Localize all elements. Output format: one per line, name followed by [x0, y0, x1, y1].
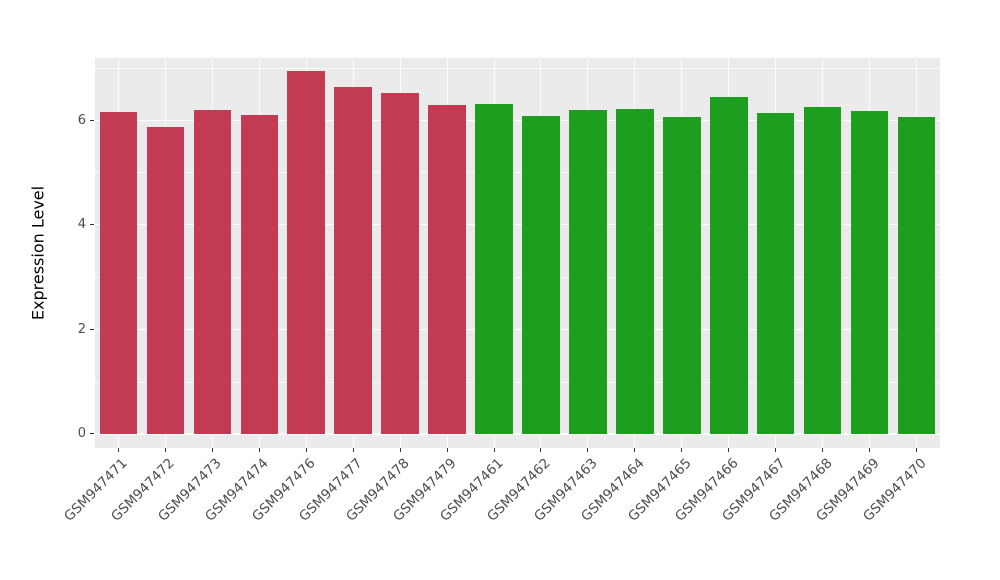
gridline-major: [95, 328, 940, 331]
x-tick-mark: [352, 448, 354, 452]
y-tick-label: 0: [77, 426, 86, 442]
bar-GSM947462: [522, 116, 560, 434]
y-tick-mark: [90, 433, 94, 435]
x-tick-mark: [399, 448, 401, 452]
bar-GSM947469: [850, 111, 889, 434]
x-tick-mark: [634, 448, 636, 452]
bar-GSM947468: [803, 107, 842, 434]
y-tick-label: 2: [77, 321, 86, 337]
x-tick-mark: [728, 448, 730, 452]
plot-panel: [95, 58, 940, 448]
gridline-minor: [95, 172, 940, 174]
gridline-minor: [95, 277, 940, 278]
x-tick-label: GSM947464: [578, 455, 648, 525]
x-tick-label: GSM947472: [108, 455, 179, 525]
x-tick-label: GSM947462: [484, 455, 554, 525]
gridline-major: [95, 119, 940, 121]
x-tick-mark: [775, 448, 777, 452]
x-tick-mark: [164, 448, 166, 452]
bar-GSM947466: [709, 97, 748, 434]
x-tick-label: GSM947468: [765, 455, 836, 525]
bar-GSM947474: [240, 114, 279, 434]
x-tick-label: GSM947476: [249, 455, 319, 525]
x-tick-mark: [446, 448, 448, 452]
bar-GSM947473: [193, 110, 232, 434]
x-tick-mark: [587, 448, 589, 452]
bar-GSM947477: [334, 87, 372, 434]
x-tick-label: GSM947478: [343, 455, 413, 525]
x-tick-label: GSM947473: [155, 455, 225, 525]
bar-GSM947463: [569, 110, 607, 434]
x-tick-mark: [117, 448, 119, 452]
x-tick-mark: [305, 448, 307, 452]
bar-GSM947470: [897, 116, 936, 434]
gridline-major: [95, 224, 940, 226]
x-tick-label: GSM947461: [437, 455, 507, 525]
x-tick-label: GSM947465: [624, 455, 695, 525]
x-tick-label: GSM947466: [671, 455, 742, 525]
x-tick-mark: [681, 448, 683, 452]
bar-GSM947461: [475, 104, 513, 434]
x-tick-mark: [822, 448, 824, 452]
x-tick-label: GSM947463: [531, 455, 601, 525]
y-axis-title: Expression Level: [28, 185, 48, 321]
x-tick-label: GSM947470: [859, 455, 930, 525]
x-tick-label: GSM947471: [61, 455, 132, 525]
x-tick-label: GSM947479: [390, 455, 460, 525]
bar-GSM947479: [428, 105, 466, 434]
x-tick-label: GSM947474: [202, 455, 272, 525]
y-tick-mark: [90, 119, 94, 121]
bar-GSM947464: [616, 109, 654, 434]
x-tick-label: GSM947469: [812, 455, 883, 525]
x-tick-mark: [916, 448, 918, 452]
bar-GSM947465: [663, 117, 701, 434]
x-tick-mark: [258, 448, 260, 452]
x-tick-label: GSM947467: [718, 455, 789, 525]
gridline-minor: [95, 381, 940, 383]
bar-GSM947476: [287, 71, 326, 434]
x-tick-label: GSM947477: [296, 455, 366, 525]
y-tick-label: 4: [77, 217, 86, 233]
x-tick-mark: [211, 448, 213, 452]
x-tick-mark: [493, 448, 495, 452]
gridline-minor: [95, 67, 940, 69]
y-tick-mark: [90, 224, 94, 226]
x-tick-mark: [540, 448, 542, 452]
bar-GSM947472: [146, 127, 185, 434]
y-tick-label: 6: [77, 112, 86, 128]
gridline-major: [95, 433, 940, 435]
y-tick-mark: [90, 328, 94, 330]
bar-GSM947478: [381, 93, 419, 434]
bar-GSM947471: [99, 112, 138, 434]
bar-GSM947467: [756, 113, 795, 434]
x-tick-mark: [869, 448, 871, 452]
